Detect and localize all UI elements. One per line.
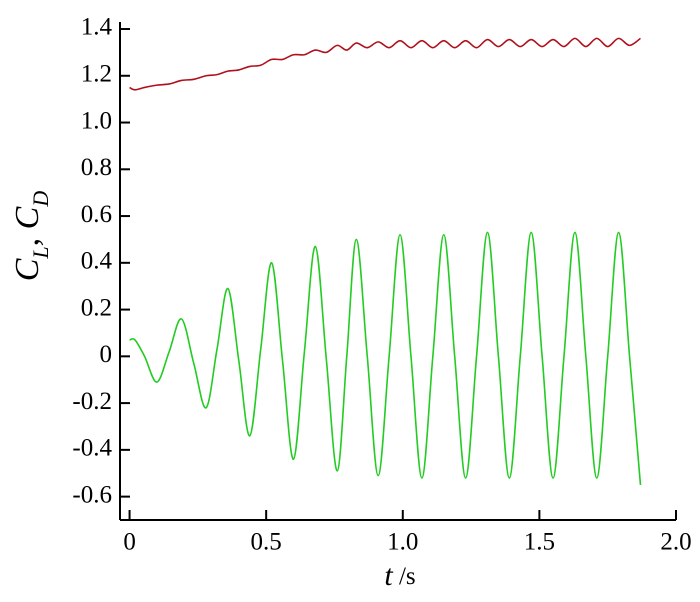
x-axis-label: t /s: [384, 559, 415, 592]
y-tick-label: 0.6: [81, 201, 112, 228]
y-tick-label: 1.2: [81, 61, 112, 88]
y-tick-label: -0.4: [72, 435, 112, 462]
x-tick-label: 1.5: [524, 529, 555, 556]
y-tick-label: 0: [100, 341, 113, 368]
x-tick-label: 0: [123, 529, 136, 556]
y-tick-label: 0.2: [81, 294, 112, 321]
series-line: [129, 231, 642, 485]
x-tick-label: 0.5: [251, 529, 282, 556]
y-tick-label: 1.4: [81, 14, 113, 41]
y-tick-label: -0.6: [72, 481, 112, 508]
y-tick-label: 0.4: [81, 248, 113, 275]
y-tick-label: 0.8: [81, 154, 112, 181]
y-axis-label: CL, CD: [9, 191, 53, 282]
y-tick-label: -0.2: [72, 388, 112, 415]
series-line: [129, 37, 641, 91]
x-tick-label: 1.0: [387, 529, 418, 556]
y-tick-label: 1.0: [81, 107, 112, 134]
x-tick-label: 2.0: [660, 529, 691, 556]
